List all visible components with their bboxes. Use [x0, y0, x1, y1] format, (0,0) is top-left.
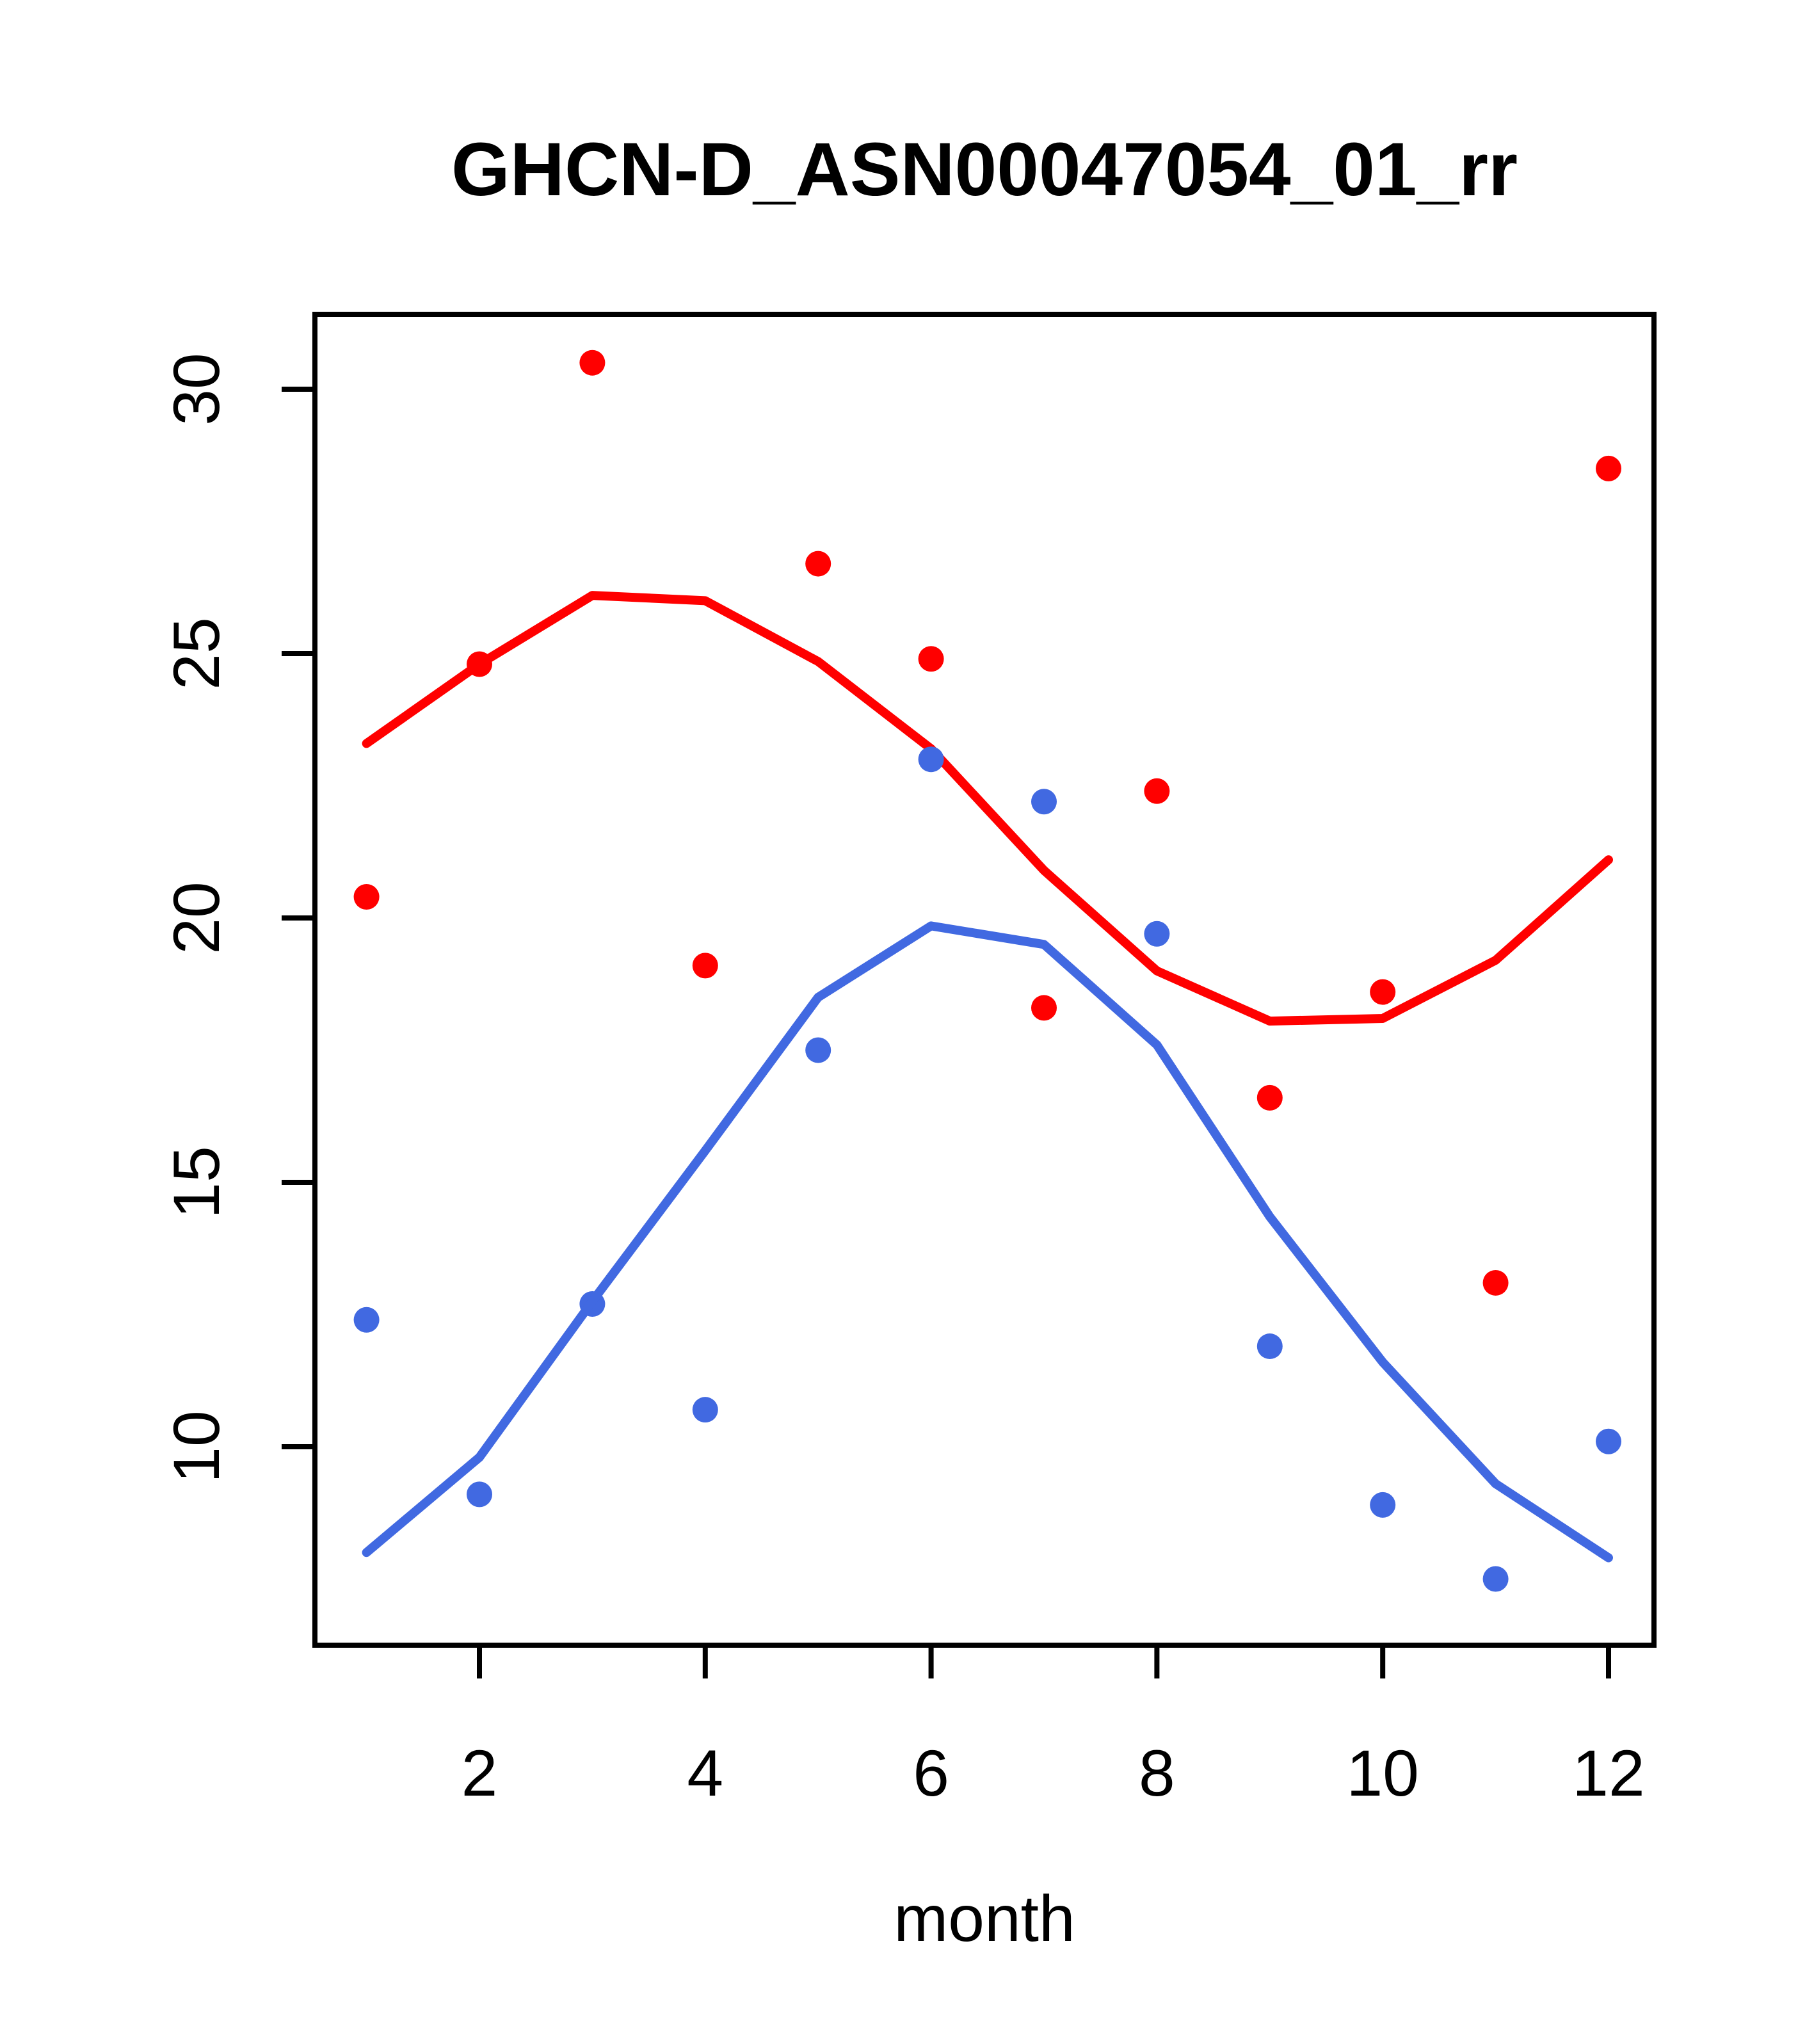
- y-tick-label: 20: [160, 881, 233, 954]
- blue-data-point: [1482, 1566, 1509, 1592]
- blue-data-point: [805, 1037, 831, 1063]
- blue-data-point: [1031, 789, 1057, 815]
- blue-data-point: [1144, 921, 1170, 947]
- blue-data-point: [467, 1481, 492, 1508]
- x-tick-label: 8: [1139, 1737, 1175, 1810]
- red-data-point: [1144, 778, 1170, 804]
- plot-area: 2 4 6 8 10 12 10 15 20 25 30: [160, 312, 1657, 1810]
- y-tick-label: 10: [160, 1410, 233, 1483]
- y-tick-label: 30: [160, 353, 233, 425]
- red-lowess-line: [362, 591, 1613, 1026]
- x-tick-label: 2: [462, 1737, 498, 1810]
- x-tick-label: 6: [913, 1737, 949, 1810]
- blue-data-point: [1256, 1333, 1283, 1360]
- blue-data-point: [353, 1307, 380, 1333]
- red-data-point: [692, 953, 718, 979]
- x-tick-label: 4: [687, 1737, 723, 1810]
- chart-title: GHCN-D_ASN00047054_01_rr: [451, 127, 1518, 212]
- y-tick-label: 15: [160, 1146, 233, 1218]
- y-tick-label: 25: [160, 617, 233, 689]
- red-data-point: [805, 551, 831, 577]
- red-data-point: [1370, 979, 1396, 1005]
- red-data-point: [1482, 1269, 1509, 1296]
- red-data-point: [579, 350, 606, 376]
- red-data-point: [353, 883, 380, 910]
- red-data-point: [1256, 1084, 1283, 1111]
- red-data-point: [1031, 995, 1057, 1021]
- red-data-point: [918, 646, 944, 672]
- x-tick-label: 12: [1572, 1737, 1644, 1810]
- x-axis-label: month: [894, 1882, 1075, 1955]
- red-data-point: [1596, 455, 1621, 481]
- plot-border: [312, 312, 1657, 1648]
- blue-lowess-line: [362, 921, 1613, 1563]
- blue-data-point: [1596, 1428, 1621, 1454]
- x-tick-label: 10: [1346, 1737, 1418, 1810]
- blue-data-point: [918, 746, 944, 773]
- blue-data-point: [1370, 1492, 1396, 1518]
- blue-data-point: [692, 1397, 718, 1423]
